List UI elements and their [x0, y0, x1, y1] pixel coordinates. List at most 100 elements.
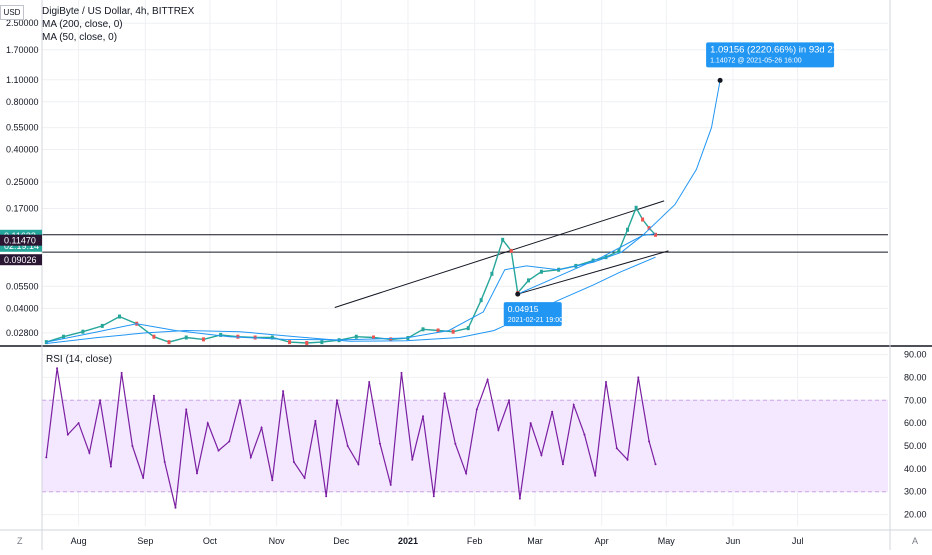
y-tick-label: 1.70000	[6, 45, 39, 55]
rsi-point	[378, 442, 381, 445]
rsi-point	[120, 371, 123, 374]
ma50-legend[interactable]: MA (50, close, 0)	[42, 32, 118, 43]
ma200-legend[interactable]: MA (200, close, 0)	[42, 19, 123, 30]
rsi-point	[454, 442, 457, 445]
price-point	[527, 278, 531, 283]
y-tick-label: 1.10000	[6, 75, 39, 85]
rsi-point	[654, 463, 657, 466]
rsi-point	[88, 451, 91, 454]
rsi-point	[508, 399, 511, 402]
rsi-point	[163, 461, 166, 463]
rsi-point	[615, 447, 618, 450]
rsi-legend[interactable]: RSI (14, close)	[46, 354, 113, 365]
price-point	[372, 335, 376, 340]
rsi-point	[529, 422, 532, 425]
rsi-point	[66, 433, 69, 436]
annotation-anchor	[515, 291, 521, 297]
rsi-point	[152, 394, 155, 397]
rsi-point	[475, 408, 478, 411]
trendline	[334, 200, 665, 308]
price-axis-label-bg	[0, 254, 42, 266]
x-tick-label: Sep	[137, 536, 153, 546]
annotation-anchor	[717, 77, 723, 83]
rsi-tick-label: 20.00	[904, 510, 927, 520]
rsi-point	[346, 445, 349, 447]
labels: 0.1162202:19:140.114700.090260.049152021…	[0, 42, 843, 327]
price-point	[490, 271, 494, 276]
rsi-pane	[42, 367, 888, 509]
price-point	[117, 314, 121, 319]
rsi-point	[583, 433, 586, 436]
rsi-point	[56, 367, 59, 370]
x-tick-label: Oct	[203, 536, 218, 546]
rsi-point	[77, 422, 80, 425]
rsi-point	[605, 381, 607, 383]
rsi-point	[357, 463, 360, 466]
annotation-line1: 1.09156 (2220.66%) in 93d 21h	[710, 44, 843, 55]
rsi-point	[335, 399, 338, 402]
rsi-point	[432, 495, 435, 498]
rsi-tick-label: 60.00	[904, 418, 927, 428]
rsi-point	[260, 426, 263, 429]
timezone-toggle-left[interactable]: Z	[17, 536, 23, 546]
price-point	[421, 327, 425, 332]
rsi-point	[443, 392, 446, 395]
price-point	[81, 329, 85, 334]
y-tick-label: 0.25000	[6, 177, 39, 187]
price-point	[509, 248, 513, 253]
x-tick-label: Jun	[726, 536, 741, 546]
rsi-point	[292, 461, 295, 463]
x-tick-label: Aug	[71, 536, 87, 546]
rsi-point	[497, 429, 500, 431]
rsi-point	[239, 399, 242, 402]
y-tick-label: 0.05500	[6, 281, 39, 291]
trendline	[517, 250, 669, 295]
rsi-point	[303, 477, 306, 479]
annotation-box	[706, 42, 835, 68]
y-tick-label: 0.55000	[6, 123, 39, 133]
annotation-box	[503, 302, 562, 327]
y-tick-label: 0.80000	[6, 97, 39, 107]
rsi-point	[648, 440, 651, 443]
annotation-line2: 2021-02-21 19:00	[508, 317, 563, 324]
x-tick-label: Mar	[527, 536, 543, 546]
price-point	[389, 337, 393, 342]
rsi-tick-label: 50.00	[904, 441, 927, 451]
price-point	[604, 255, 608, 260]
rsi-point	[109, 465, 112, 468]
price-point	[466, 326, 470, 331]
chart-legend: DigiByte / US Dollar, 4h, BITTREX MA (20…	[42, 5, 194, 44]
price-point	[100, 323, 104, 328]
price-point	[219, 332, 223, 337]
rsi-point	[282, 390, 285, 393]
rsi-point	[217, 449, 220, 452]
currency-badge[interactable]: USD	[0, 5, 24, 20]
rsi-point	[206, 422, 209, 425]
rsi-point	[518, 497, 521, 500]
rsi-point	[637, 376, 640, 379]
countdown-label: 02:19:14	[4, 241, 39, 251]
ma50-line	[46, 233, 656, 343]
price-point	[501, 237, 505, 242]
rsi-tick-label: 30.00	[904, 487, 927, 497]
rsi-point	[131, 445, 134, 447]
rsi-point	[249, 456, 252, 459]
rsi-point	[389, 483, 392, 486]
rsi-point	[486, 378, 489, 381]
auto-scale-toggle[interactable]: A	[912, 536, 919, 546]
symbol-title[interactable]: DigiByte / US Dollar, 4h, BITTREX	[42, 6, 195, 17]
price-point	[62, 334, 66, 339]
rsi-point	[561, 463, 564, 466]
rsi-point	[228, 440, 231, 443]
price-pane	[42, 80, 888, 345]
projection-curve	[517, 80, 721, 295]
price-point	[436, 328, 440, 333]
price-point	[539, 269, 543, 274]
x-tick-label: Nov	[269, 536, 286, 546]
x-tick-label: Apr	[595, 536, 609, 546]
annotation-line1: 0.04915	[508, 304, 539, 314]
price-point	[44, 340, 48, 345]
rsi-point	[540, 454, 543, 457]
